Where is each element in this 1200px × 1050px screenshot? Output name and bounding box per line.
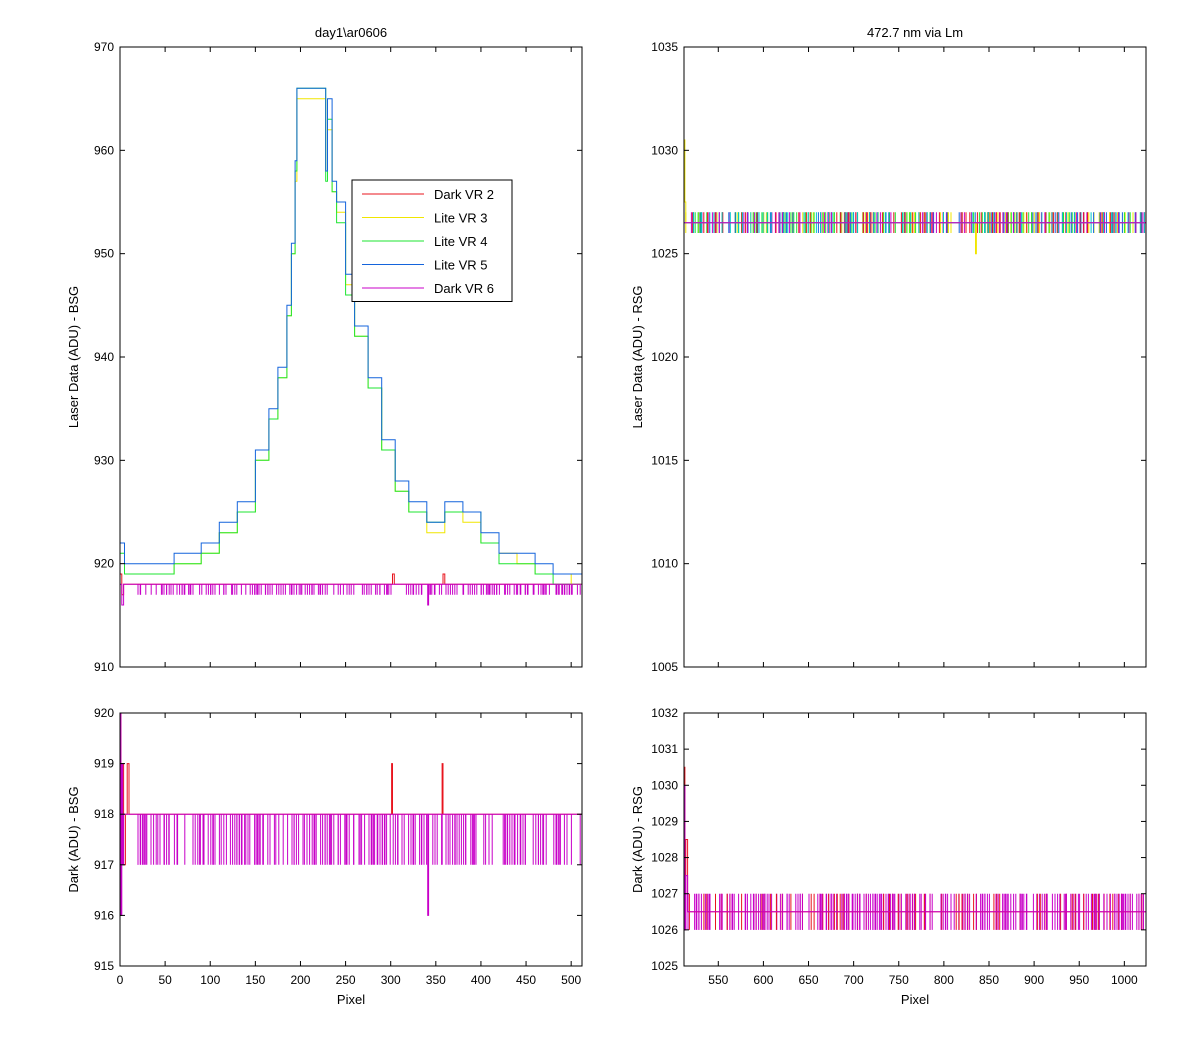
x-tick-label: 300 — [381, 973, 401, 987]
x-tick-label: 400 — [471, 973, 491, 987]
y-tick-label: 916 — [94, 908, 114, 922]
y-tick-label: 918 — [94, 807, 114, 821]
bsg-laser-ylabel: Laser Data (ADU) - BSG — [66, 286, 81, 428]
bsg-dark-panel: 0 50 100 150 200 250 300 350 400 450 500 915 916 917 9… — [66, 706, 583, 1007]
y-tick-label: 915 — [94, 959, 114, 973]
y-tick-label: 1030 — [651, 143, 678, 157]
bsg-laser-noise — [137, 584, 581, 595]
x-tick-label: 50 — [158, 973, 172, 987]
y-tick-label: 970 — [94, 40, 114, 54]
y-tick-label: 1020 — [651, 350, 678, 364]
y-tick-label: 1035 — [651, 40, 678, 54]
rsg-dark-ticks: 550 600 650 700 750 800 850 900 950 1000 1025 1026 1… — [651, 706, 1146, 987]
y-tick-label: 1010 — [651, 557, 678, 571]
rsg-laser-axes-frame — [683, 46, 1147, 668]
x-tick-label: 0 — [117, 973, 124, 987]
y-tick-label: 950 — [94, 247, 114, 261]
y-tick-label: 1032 — [651, 706, 678, 720]
y-tick-label: 910 — [94, 660, 114, 674]
x-tick-label: 900 — [1024, 973, 1044, 987]
x-tick-label: 850 — [979, 973, 999, 987]
y-tick-label: 1031 — [651, 742, 678, 756]
y-tick-label: 930 — [94, 453, 114, 467]
x-tick-label: 150 — [245, 973, 265, 987]
series-line-lite-vr-5 — [120, 87, 583, 585]
y-tick-label: 940 — [94, 350, 114, 364]
y-tick-label: 960 — [94, 143, 114, 157]
x-tick-label: 600 — [753, 973, 773, 987]
y-tick-label: 1025 — [651, 959, 678, 973]
noise-band-0 — [137, 584, 578, 595]
x-tick-label: 650 — [799, 973, 819, 987]
bsg-laser-title: day1\ar0606 — [315, 25, 387, 40]
bsg-laser-legend: Dark VR 2 Lite VR 3 Lite VR 4 Lite VR 5 Dark… — [351, 179, 513, 302]
x-tick-label: 1000 — [1111, 973, 1138, 987]
legend-entry: Lite VR 4 — [434, 234, 487, 249]
x-tick-label: 200 — [290, 973, 310, 987]
x-tick-label: 800 — [934, 973, 954, 987]
x-tick-label: 750 — [889, 973, 909, 987]
x-tick-label: 700 — [844, 973, 864, 987]
legend-entry: Dark VR 2 — [434, 187, 494, 202]
rsg-laser-series — [684, 139, 1146, 255]
y-tick-label: 1027 — [651, 887, 678, 901]
rsg-dark-ylabel: Dark (ADU) - RSG — [630, 786, 645, 893]
legend-entry: Lite VR 5 — [434, 258, 487, 273]
legend-entry: Dark VR 6 — [434, 281, 494, 296]
bsg-dark-axes-frame — [119, 712, 583, 967]
noise-band-main — [137, 814, 581, 865]
y-tick-label: 1005 — [651, 660, 678, 674]
rsg-dark-xlabel: Pixel — [901, 992, 929, 1007]
rsg-dark-panel: 550 600 650 700 750 800 850 900 950 1000 1025 1026 1… — [630, 706, 1147, 1007]
noise-band-main — [139, 584, 581, 595]
bsg-dark-xlabel: Pixel — [337, 992, 365, 1007]
bsg-dark-ticks: 0 50 100 150 200 250 300 350 400 450 500 915 916 917 9… — [94, 706, 582, 987]
y-tick-label: 920 — [94, 557, 114, 571]
y-tick-label: 1026 — [651, 923, 678, 937]
legend-entry: Lite VR 3 — [434, 211, 487, 226]
bsg-laser-panel: 910 920 930 940 950 960 970 day1\ar0606 Laser … — [66, 25, 583, 674]
x-tick-label: 450 — [516, 973, 536, 987]
y-tick-label: 1028 — [651, 851, 678, 865]
series-line-dark-vr-6 — [120, 583, 582, 606]
bsg-laser-axes-frame — [119, 46, 583, 668]
x-tick-label: 550 — [708, 973, 728, 987]
x-tick-label: 100 — [200, 973, 220, 987]
rsg-laser-title: 472.7 nm via Lm — [867, 25, 963, 40]
x-tick-label: 250 — [336, 973, 356, 987]
y-tick-label: 1025 — [651, 247, 678, 261]
y-tick-label: 919 — [94, 757, 114, 771]
x-tick-label: 500 — [561, 973, 581, 987]
y-tick-label: 1029 — [651, 814, 678, 828]
y-tick-label: 917 — [94, 858, 114, 872]
rsg-laser-panel: 1005 1010 1015 1020 1025 1030 1035 472.7 nm vi… — [630, 25, 1147, 674]
rsg-dark-axes-frame — [683, 712, 1147, 967]
y-tick-label: 1015 — [651, 453, 678, 467]
y-tick-label: 1030 — [651, 778, 678, 792]
series-line-dark-vr-6 — [684, 784, 1146, 931]
rsg-dark-series — [684, 766, 1146, 931]
x-tick-label: 950 — [1069, 973, 1089, 987]
y-tick-label: 920 — [94, 706, 114, 720]
bsg-laser-series — [120, 87, 583, 606]
bsg-dark-noise — [137, 814, 581, 865]
bsg-dark-ylabel: Dark (ADU) - BSG — [66, 786, 81, 892]
x-tick-label: 350 — [426, 973, 446, 987]
rsg-laser-ylabel: Laser Data (ADU) - RSG — [630, 285, 645, 428]
